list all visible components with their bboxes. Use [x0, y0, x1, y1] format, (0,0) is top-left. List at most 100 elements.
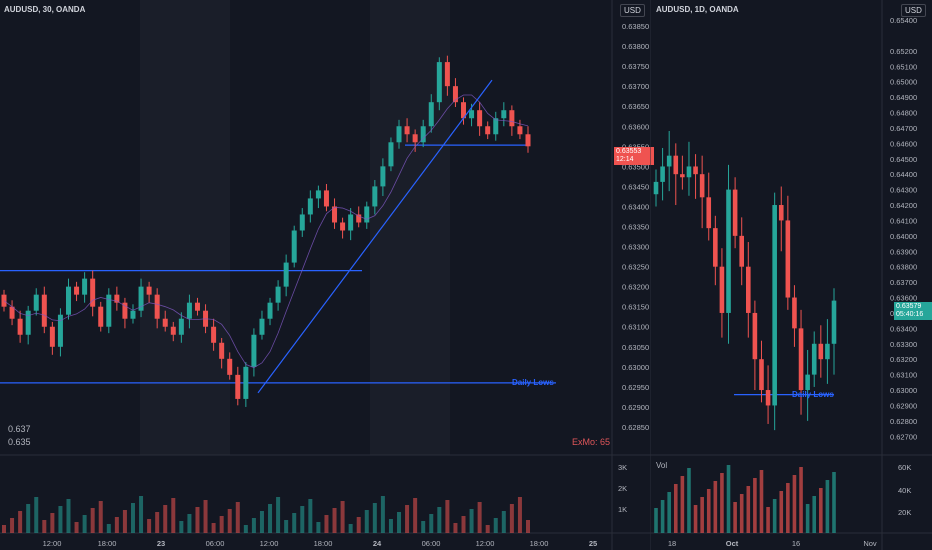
volume-bar [308, 499, 313, 533]
candle-body [765, 390, 771, 406]
volume-tick-label: 2K [618, 484, 627, 493]
candle-body [653, 181, 659, 195]
intraday-chart-canvas[interactable]: 0.63850 0.63800 0.63750 0.63700 0.63650 0.636… [0, 0, 650, 550]
volume-bar [660, 500, 665, 533]
volume-bar [2, 525, 6, 533]
candle-body [41, 294, 47, 327]
volume-bar [163, 505, 168, 533]
volume-bar [461, 516, 466, 533]
daily-chart-pane[interactable]: 0.65400 0.65200 0.65100 0.65000 0.64900 0.648… [650, 0, 932, 550]
time-tick-label: 25 [589, 539, 597, 548]
daily-lows-annotation[interactable]: Daily Lows [512, 378, 554, 387]
volume-bar [130, 503, 135, 533]
price-tick-label: 0.63400 [622, 202, 649, 211]
candle-body [186, 302, 192, 319]
candle-body [211, 326, 217, 343]
candle-body [49, 326, 55, 347]
candle-body [162, 318, 168, 327]
session-shade-0 [140, 0, 230, 455]
candle-body [699, 174, 705, 198]
candle-body [65, 286, 71, 315]
price-tick-label: 0.64600 [890, 139, 917, 148]
volume-bar [509, 504, 514, 533]
volume-bar [66, 499, 71, 533]
price-tick-label: 0.63750 [622, 62, 649, 71]
candle-body [745, 266, 751, 313]
price-tick-label: 0.63300 [890, 340, 917, 349]
price-tick-label: 0.64200 [890, 201, 917, 210]
volume-label: Vol [656, 461, 668, 470]
price-tick-label: 0.64100 [890, 216, 917, 225]
indicator-value-1: 0.637 [8, 424, 31, 434]
candle-body [517, 126, 523, 135]
intraday-currency-button[interactable]: USD [620, 4, 645, 17]
price-tick-label: 0.63250 [622, 263, 649, 272]
volume-bar [405, 505, 410, 533]
price-tick-label: 0.63650 [622, 102, 649, 111]
volume-bar [364, 510, 369, 533]
candle-body [340, 222, 346, 231]
volume-bar [58, 506, 63, 533]
volume-bar [187, 514, 192, 533]
session-shade-1 [370, 0, 450, 455]
price-tick-label: 0.64000 [890, 232, 917, 241]
volume-bar [779, 491, 784, 533]
volume-bar [772, 499, 777, 533]
volume-bar [276, 497, 281, 533]
volume-bar [227, 509, 232, 533]
volume-bar [356, 517, 361, 533]
volume-bar [786, 483, 790, 533]
price-tick-label: 0.64700 [890, 124, 917, 133]
daily-chart-canvas[interactable]: 0.65400 0.65200 0.65100 0.65000 0.64900 0.648… [650, 0, 932, 550]
time-tick-label: 12:00 [476, 539, 495, 548]
volume-bar [421, 521, 426, 533]
volume-bar [733, 502, 737, 533]
daily-countdown: 05:40:16 [896, 311, 924, 318]
price-tick-label: 0.63100 [890, 371, 917, 380]
candle-body [259, 318, 265, 335]
time-tick-label: 18:00 [98, 539, 117, 548]
volume-bar [90, 508, 95, 533]
time-tick-label: 23 [157, 539, 165, 548]
intraday-chart-pane[interactable]: 0.63850 0.63800 0.63750 0.63700 0.63650 0.636… [0, 0, 654, 550]
volume-bar [726, 465, 731, 533]
candle-body [693, 166, 698, 175]
price-tick-label: 0.64300 [890, 186, 917, 195]
candle-body [130, 310, 136, 319]
price-tick-label: 0.63550 [622, 142, 649, 151]
candle-body [739, 235, 745, 267]
volume-bar [372, 503, 377, 533]
price-tick-label: 0.63850 [622, 22, 649, 31]
candle-body [33, 294, 39, 311]
daily-currency-button[interactable]: USD [901, 4, 926, 17]
time-tick-label: 12:00 [43, 539, 62, 548]
candle-body [227, 358, 233, 375]
volume-tick-label: 40K [898, 486, 911, 495]
volume-bar [713, 481, 718, 533]
time-tick-label: 18 [668, 539, 676, 548]
volume-bar [259, 511, 264, 533]
volume-bar [832, 472, 836, 533]
volume-bar [10, 518, 15, 533]
candle-body [138, 286, 144, 311]
candle-body [798, 328, 804, 391]
volume-bar [235, 502, 240, 533]
candle-body [444, 62, 450, 87]
volume-bar [437, 507, 442, 533]
candle-body [356, 214, 362, 223]
candle-body [719, 266, 725, 313]
candle-body [194, 302, 200, 311]
candle-body [759, 359, 764, 391]
time-tick-label: 12:00 [260, 539, 279, 548]
volume-bar [654, 508, 658, 533]
candle-body [713, 228, 718, 267]
daily-lows-annotation-right[interactable]: Daily Lows [792, 390, 834, 399]
volume-bar [825, 480, 830, 533]
volume-bar [179, 521, 184, 533]
volume-tick-label: 3K [618, 463, 627, 472]
volume-bar [74, 522, 79, 533]
candle-body [275, 286, 281, 303]
price-tick-label: 0.65400 [890, 16, 917, 25]
exmo-indicator-label: ExMo: 65 [572, 437, 611, 447]
candle-body [332, 206, 338, 223]
